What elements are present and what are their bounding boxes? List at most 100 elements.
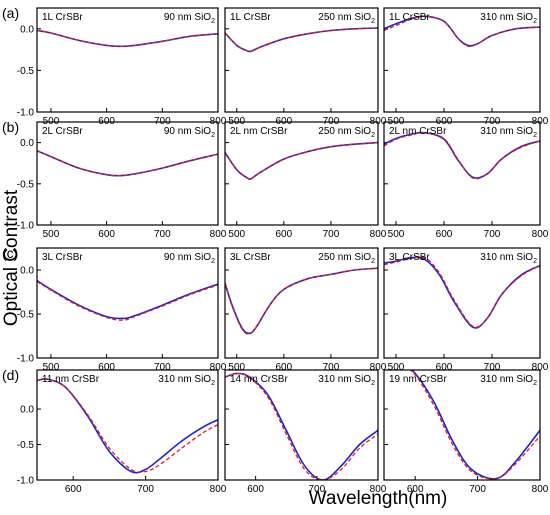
series-line-dashed bbox=[225, 27, 378, 53]
y-axis-label: Optical Contrast bbox=[1, 189, 22, 326]
x-tick-label: 700 bbox=[154, 229, 171, 240]
substrate-subscript: 2 bbox=[211, 18, 215, 25]
panel-frame bbox=[224, 247, 379, 359]
x-tick-label: 600 bbox=[407, 484, 424, 495]
x-tick-label: 800 bbox=[532, 229, 549, 240]
x-tick-label: 800 bbox=[370, 362, 387, 373]
y-tick-label: -0.5 bbox=[17, 179, 35, 190]
substrate-label: 310 nm SiO2 bbox=[480, 374, 537, 387]
substrate-label: 250 nm SiO2 bbox=[318, 126, 375, 139]
x-tick-label: 500 bbox=[388, 362, 405, 373]
series-line-solid bbox=[225, 27, 378, 53]
sample-label: 2L nm CrSBr bbox=[389, 126, 447, 137]
substrate-label: 250 nm SiO2 bbox=[318, 252, 375, 265]
series-line-dashed bbox=[409, 370, 540, 480]
series-line-solid bbox=[37, 378, 218, 474]
panel-frame bbox=[383, 369, 541, 481]
y-tick-label: -1.0 bbox=[17, 108, 35, 119]
sample-label: 1L CrSBr bbox=[42, 12, 83, 23]
substrate-text: 250 nm SiO bbox=[318, 126, 371, 137]
sample-label: 2L nm CrSBr bbox=[230, 126, 288, 137]
y-tick-label: 0.0 bbox=[20, 24, 34, 35]
substrate-subscript: 2 bbox=[371, 132, 375, 139]
substrate-label: 310 nm SiO2 bbox=[480, 12, 537, 25]
sample-label: 3L CrSBr bbox=[389, 252, 430, 263]
y-tick-label: 0.0 bbox=[20, 266, 34, 277]
x-tick-label: 700 bbox=[323, 362, 340, 373]
substrate-text: 310 nm SiO bbox=[318, 374, 371, 385]
x-tick-label: 800 bbox=[210, 229, 227, 240]
panel-row-label: (b) bbox=[2, 119, 19, 135]
panel-row-label: (a) bbox=[2, 5, 19, 21]
x-tick-label: 700 bbox=[137, 484, 154, 495]
x-tick-label: 600 bbox=[98, 362, 115, 373]
panel-frame bbox=[224, 369, 379, 481]
x-tick-label: 800 bbox=[370, 484, 387, 495]
x-tick-label: 800 bbox=[532, 484, 549, 495]
x-tick-label: 700 bbox=[469, 484, 486, 495]
sample-label: 14 nm CrSBr bbox=[230, 374, 288, 385]
substrate-label: 310 nm SiO2 bbox=[480, 126, 537, 139]
series-line-dashed bbox=[37, 280, 218, 321]
x-tick-label: 700 bbox=[484, 229, 501, 240]
substrate-label: 90 nm SiO2 bbox=[164, 12, 215, 25]
x-tick-label: 500 bbox=[228, 362, 245, 373]
y-tick-label: -0.5 bbox=[17, 310, 35, 321]
panel-row-label: (c) bbox=[2, 245, 18, 261]
series-line-solid bbox=[37, 29, 218, 48]
substrate-text: 310 nm SiO bbox=[480, 12, 533, 23]
substrate-label: 310 nm SiO2 bbox=[318, 374, 375, 387]
series-line-dashed bbox=[384, 15, 540, 48]
series-line-solid bbox=[410, 370, 540, 480]
sample-label: 2L CrSBr bbox=[42, 126, 83, 137]
series-line-dashed bbox=[384, 256, 540, 328]
series-line-dashed bbox=[37, 378, 218, 473]
substrate-text: 310 nm SiO bbox=[158, 374, 211, 385]
y-tick-label: -1.0 bbox=[17, 354, 35, 365]
y-tick-label: -0.5 bbox=[17, 440, 35, 451]
substrate-label: 310 nm SiO2 bbox=[158, 374, 215, 387]
panel-frame bbox=[383, 121, 541, 226]
substrate-text: 90 nm SiO bbox=[164, 126, 211, 137]
x-tick-label: 700 bbox=[484, 362, 501, 373]
sample-label: 11 nm CrSBr bbox=[42, 374, 100, 385]
x-axis-label: Wavelength(nm) bbox=[309, 488, 448, 509]
substrate-label: 90 nm SiO2 bbox=[164, 252, 215, 265]
substrate-label: 90 nm SiO2 bbox=[164, 126, 215, 139]
panel-frame bbox=[36, 369, 219, 481]
x-tick-label: 500 bbox=[43, 362, 60, 373]
substrate-text: 90 nm SiO bbox=[164, 252, 211, 263]
substrate-subscript: 2 bbox=[211, 258, 215, 265]
x-tick-label: 800 bbox=[532, 362, 549, 373]
substrate-subscript: 2 bbox=[533, 18, 537, 25]
x-tick-label: 500 bbox=[228, 229, 245, 240]
substrate-subscript: 2 bbox=[211, 132, 215, 139]
series-line-dashed bbox=[225, 141, 378, 180]
y-tick-label: -1.0 bbox=[17, 221, 35, 232]
series-line-solid bbox=[225, 141, 378, 180]
series-line-dashed bbox=[37, 150, 218, 177]
series-line-solid bbox=[37, 150, 218, 177]
series-line-dashed bbox=[384, 131, 540, 180]
x-tick-label: 500 bbox=[388, 229, 405, 240]
sample-label: 3L CrSBr bbox=[42, 252, 83, 263]
x-tick-label: 800 bbox=[370, 229, 387, 240]
substrate-subscript: 2 bbox=[533, 380, 537, 387]
x-tick-label: 500 bbox=[43, 229, 60, 240]
substrate-text: 310 nm SiO bbox=[480, 374, 533, 385]
panel-frame bbox=[36, 247, 219, 359]
series-line-solid bbox=[37, 279, 218, 320]
panel-row-label: (d) bbox=[2, 367, 19, 383]
substrate-subscript: 2 bbox=[211, 380, 215, 387]
series-line-solid bbox=[384, 256, 540, 329]
sample-label: 1L CrSBr bbox=[230, 12, 271, 23]
series-line-solid bbox=[225, 267, 378, 335]
panel-frame bbox=[224, 7, 379, 113]
series-line-solid bbox=[384, 131, 540, 179]
substrate-subscript: 2 bbox=[533, 132, 537, 139]
panel-frame bbox=[36, 121, 219, 226]
panel-frame bbox=[383, 247, 541, 359]
x-tick-label: 600 bbox=[276, 229, 293, 240]
